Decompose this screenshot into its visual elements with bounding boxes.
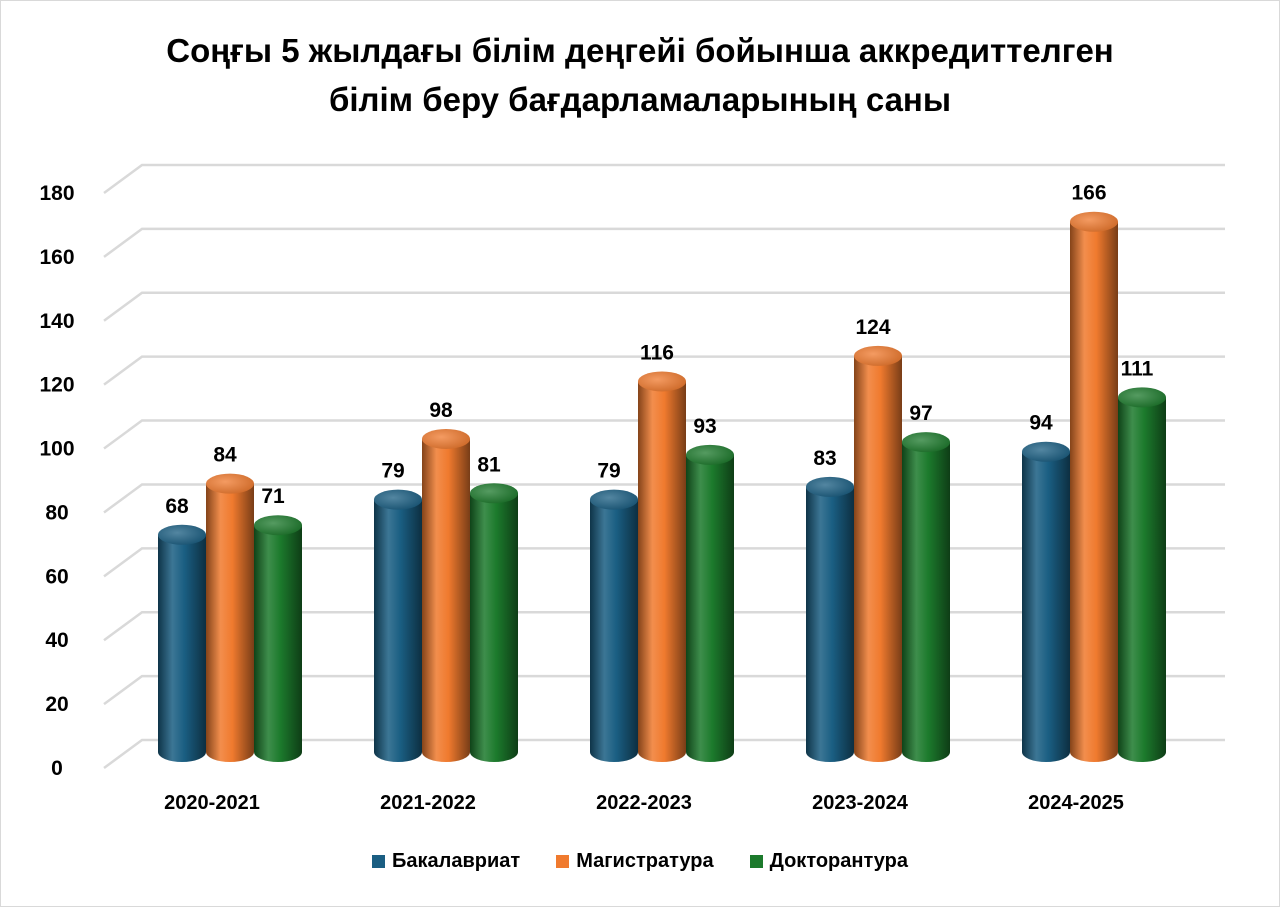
- bar-Магистратура: [854, 355, 902, 762]
- x-category-label: 2024-2025: [1028, 792, 1124, 814]
- bars: [158, 211, 1166, 762]
- bar-top: [158, 524, 206, 545]
- bar-Бакалавриат: [1022, 451, 1070, 762]
- data-label: 98: [429, 399, 453, 422]
- bar-Бакалавриат: [158, 534, 206, 762]
- bar-Бакалавриат: [590, 499, 638, 762]
- legend-swatch: [749, 855, 763, 868]
- bar-Докторантура: [686, 454, 734, 762]
- data-label: 84: [213, 444, 237, 467]
- legend-swatch: [372, 855, 385, 868]
- data-label: 94: [1029, 412, 1053, 435]
- data-label: 81: [477, 453, 501, 476]
- y-tick-label: 80: [45, 501, 68, 524]
- gridline: [103, 291, 1225, 322]
- data-label: 83: [813, 447, 836, 470]
- legend-swatch: [556, 855, 570, 868]
- data-label: 71: [261, 485, 285, 508]
- bar-top: [902, 432, 950, 453]
- bar-top: [1070, 211, 1118, 232]
- y-tick-label: 100: [39, 438, 74, 461]
- data-label: 124: [855, 316, 890, 339]
- bar-Бакалавриат: [806, 486, 854, 762]
- chart-title-line-1: Соңғы 5 жылдағы білім деңгейі бойынша ак…: [166, 32, 1114, 69]
- y-tick-label: 160: [39, 246, 74, 269]
- bar-Магистратура: [422, 438, 470, 762]
- data-label: 116: [640, 341, 674, 364]
- gridline: [103, 227, 1225, 258]
- legend-item: Докторантура: [749, 850, 908, 873]
- data-label: 79: [597, 460, 620, 483]
- legend: Бакалавриат Магистратура Докторантура: [0, 850, 1280, 873]
- bar-Магистратура: [1070, 221, 1118, 762]
- bar-top: [470, 483, 518, 504]
- bar-top: [590, 489, 638, 510]
- x-category-label: 2022-2023: [596, 792, 692, 814]
- bar-top: [854, 345, 902, 366]
- gridline: [103, 163, 1225, 195]
- data-label: 68: [165, 495, 189, 518]
- y-tick-label: 60: [45, 565, 68, 588]
- y-tick-label: 20: [45, 693, 68, 716]
- bar-top: [422, 428, 470, 449]
- y-tick-label: 40: [45, 629, 68, 652]
- data-label: 79: [381, 460, 404, 483]
- x-category-label: 2023-2024: [812, 792, 909, 814]
- chart-title-line-2: білім беру бағдарламаларының саны: [328, 81, 952, 118]
- legend-label: Докторантура: [769, 850, 908, 872]
- bar-Докторантура: [470, 493, 518, 762]
- bar-top: [374, 489, 422, 510]
- x-axis-categories: 2020-2021 2021-2022 2022-2023 2023-2024 2024…: [164, 792, 1124, 814]
- data-label: 97: [909, 402, 932, 425]
- legend-item: Магистратура: [556, 850, 714, 873]
- data-label: 166: [1071, 182, 1106, 205]
- bar-top: [686, 444, 734, 465]
- chart-title: Соңғы 5 жылдағы білім деңгейі бойынша ак…: [0, 26, 1280, 124]
- legend-item: Бакалавриат: [372, 850, 520, 873]
- bar-top: [638, 371, 686, 392]
- bar-Магистратура: [638, 381, 686, 762]
- data-label: 93: [693, 415, 716, 438]
- bar-top: [806, 476, 854, 497]
- y-tick-label: 140: [39, 310, 74, 333]
- bar-top: [206, 473, 254, 494]
- y-tick-label: 0: [51, 757, 63, 780]
- data-label: 111: [1121, 357, 1154, 380]
- bar-Докторантура: [1118, 397, 1166, 762]
- x-category-label: 2020-2021: [164, 792, 260, 814]
- bar-Магистратура: [206, 483, 254, 762]
- y-tick-label: 180: [39, 182, 74, 205]
- x-category-label: 2021-2022: [380, 792, 476, 814]
- bar-Бакалавриат: [374, 499, 422, 762]
- legend-label: Бакалавриат: [392, 850, 521, 872]
- bar-top: [1022, 441, 1070, 462]
- bar-Докторантура: [254, 525, 302, 762]
- data-labels: 68 84 71 79 98 81 79 116 93 83 124 97 94 166 111: [165, 182, 1153, 518]
- bar-top: [1118, 387, 1166, 408]
- bar-top: [254, 515, 302, 536]
- legend-label: Магистратура: [576, 850, 714, 872]
- y-axis-ticks: 0 20 40 60 80 100 120 140 160 180: [39, 182, 74, 780]
- y-tick-label: 120: [39, 374, 74, 397]
- bar-Докторантура: [902, 442, 950, 762]
